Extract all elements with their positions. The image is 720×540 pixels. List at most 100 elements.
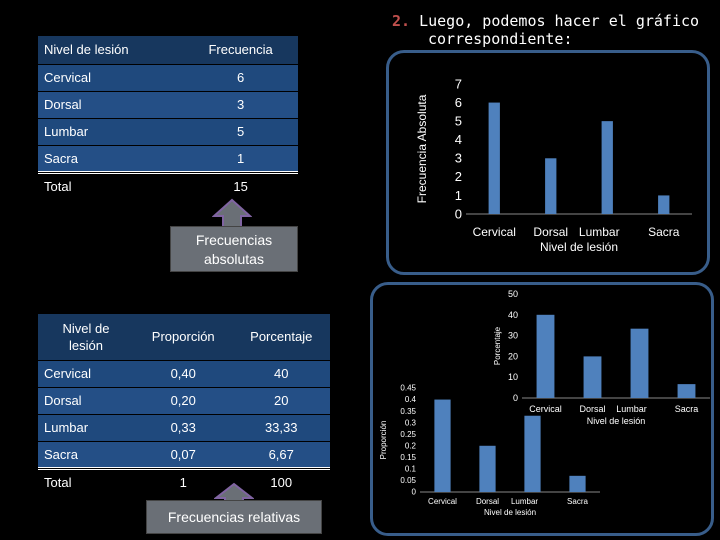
bar-cervical [434, 399, 451, 492]
total-value: 15 [183, 170, 298, 199]
callout-absolute: Frecuencias absolutas [170, 226, 298, 272]
row-label: Sacra [38, 144, 184, 172]
bar-dorsal [479, 445, 496, 492]
total-label: Total [38, 170, 184, 199]
row-proporcion: 0,20 [134, 386, 233, 414]
callout-relative-text: Frecuencias relativas [167, 509, 301, 525]
row-porcentaje: 40 [232, 359, 330, 387]
y-tick-label: 3 [455, 151, 462, 166]
y-tick-label: 4 [455, 132, 462, 147]
bar-sacra [677, 384, 696, 398]
table-row: Dorsal 0,20 20 [38, 386, 330, 414]
bar-lumbar [630, 328, 649, 398]
slide-title: 2. Luego, podemos hacer el gráfico corre… [392, 12, 712, 48]
row-proporcion: 0,07 [134, 440, 233, 468]
table-header: Nivel de lesión Proporción Porcentaje [38, 314, 330, 360]
callout-absolute-line1: Frecuencias [195, 232, 273, 248]
bar-dorsal [545, 158, 557, 214]
category-label: Cervical [529, 404, 562, 414]
category-label: Lumbar [511, 497, 538, 506]
row-porcentaje: 6,67 [232, 440, 330, 468]
row-label: Dorsal [38, 90, 184, 118]
row-proporcion: 0,33 [134, 413, 233, 441]
bar-lumbar [601, 121, 613, 214]
callout-relative: Frecuencias relativas [146, 500, 322, 534]
category-label: Lumbar [616, 404, 647, 414]
bar-cervical [488, 102, 500, 214]
y-tick-label: 40 [508, 310, 518, 320]
category-label: Cervical [428, 497, 457, 506]
total-proporcion: 1 [134, 466, 233, 495]
row-value: 1 [183, 144, 298, 172]
proportion-chart: 0 0.05 0.1 0.15 0.2 0.25 0.3 0.35 0.4 0.45 Proporc… [379, 384, 600, 517]
header-frecuencia: Frecuencia [183, 36, 298, 64]
y-tick-label: 1 [455, 188, 462, 203]
slide-title-number: 2. [392, 12, 411, 30]
row-value: 6 [183, 63, 298, 91]
y-tick-label: 0.2 [405, 441, 417, 450]
y-tick-label: 0 [455, 206, 462, 221]
relative-frequency-table: Nivel de lesión Proporción Porcentaje Ce… [38, 314, 330, 495]
table-row: Sacra 1 [38, 144, 298, 172]
slide-title-line1: Luego, podemos hacer el gráfico [419, 12, 700, 30]
y-axis-label: Proporción [379, 421, 388, 460]
row-label: Lumbar [38, 117, 184, 145]
x-axis-label: Nivel de lesión [484, 508, 536, 517]
header-proporcion: Proporción [134, 314, 233, 360]
table-row: Lumbar 5 [38, 117, 298, 145]
category-label: Dorsal [476, 497, 499, 506]
table-row: Sacra 0,07 6,67 [38, 440, 330, 468]
y-tick-label: 20 [508, 351, 518, 361]
total-porcentaje: 100 [232, 466, 330, 495]
category-label: Sacra [567, 497, 588, 506]
x-axis-label: Nivel de lesión [540, 240, 618, 254]
y-tick-label: 30 [508, 331, 518, 341]
header-nivel-text: Nivel de lesión [62, 320, 110, 353]
header-nivel: Nivel de lesión [38, 36, 184, 64]
y-tick-label: 0.1 [405, 465, 417, 474]
y-tick-label: 0.3 [405, 418, 417, 427]
row-label: Lumbar [38, 413, 134, 441]
bar-lumbar [524, 415, 541, 492]
y-tick-label: 0 [412, 488, 417, 497]
row-label: Cervical [38, 63, 184, 91]
row-proporcion: 0,40 [134, 359, 233, 387]
category-label: Lumbar [579, 225, 620, 239]
table-total-row: Total 15 [38, 170, 298, 199]
header-porcentaje: Porcentaje [232, 314, 330, 360]
bar-sacra [569, 475, 586, 492]
y-tick-label: 0 [513, 393, 518, 403]
row-value: 3 [183, 90, 298, 118]
total-label: Total [38, 466, 134, 495]
bar-cervical [536, 314, 555, 398]
y-tick-label: 50 [508, 289, 518, 299]
header-nivel: Nivel de lesión [38, 314, 134, 360]
y-tick-label: 0.4 [405, 395, 417, 404]
category-label: Cervical [473, 225, 516, 239]
absolute-frequency-table: Nivel de lesión Frecuencia Cervical 6 Do… [38, 36, 298, 199]
y-tick-label: 2 [455, 169, 462, 184]
percentage-chart: 0 10 20 30 40 50 Porcentaje Cervical Dorsal Lumba… [493, 289, 710, 426]
table-total-row: Total 1 100 [38, 466, 330, 495]
table-row: Lumbar 0,33 33,33 [38, 413, 330, 441]
y-tick-label: 0.45 [400, 384, 416, 393]
y-tick-label: 0.35 [400, 407, 416, 416]
category-label: Dorsal [579, 404, 605, 414]
y-tick-label: 7 [455, 76, 462, 91]
category-label: Dorsal [533, 225, 568, 239]
table-header: Nivel de lesión Frecuencia [38, 36, 298, 64]
y-tick-label: 0.25 [400, 430, 416, 439]
row-label: Sacra [38, 440, 134, 468]
y-tick-label: 0.05 [400, 476, 416, 485]
row-label: Cervical [38, 359, 134, 387]
y-axis-label: Porcentaje [493, 326, 502, 365]
slide-title-line2: correspondiente: [428, 30, 573, 48]
table-row: Dorsal 3 [38, 90, 298, 118]
row-label: Dorsal [38, 386, 134, 414]
y-axis-label: Frecuencia Absoluta [415, 94, 429, 203]
x-axis-label: Nivel de lesión [587, 416, 646, 426]
category-label: Sacra [648, 225, 680, 239]
table-row: Cervical 0,40 40 [38, 359, 330, 387]
row-porcentaje: 33,33 [232, 413, 330, 441]
y-tick-label: 0.15 [400, 453, 416, 462]
